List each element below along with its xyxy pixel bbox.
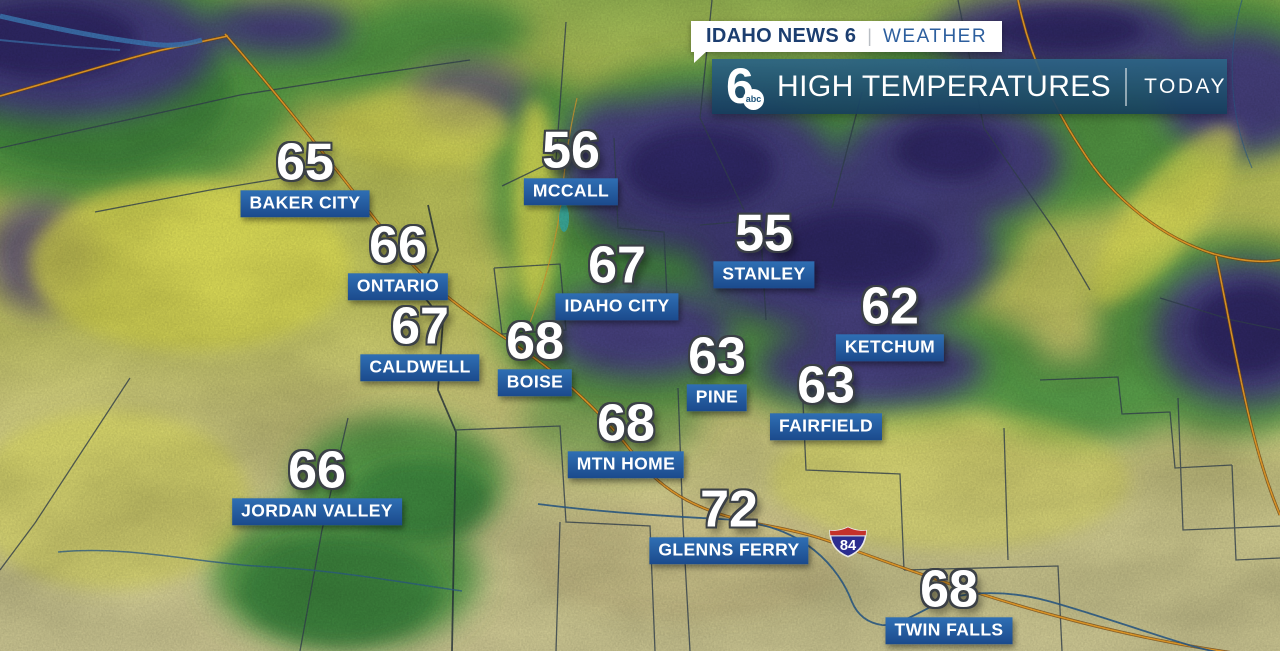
city-label: IDAHO CITY <box>555 293 679 321</box>
temperature-value: 68 <box>920 560 978 619</box>
station-baker-city: 65 BAKER CITY <box>240 133 370 218</box>
temperature-value: 67 <box>588 236 646 295</box>
station-glenns-ferry: 72 GLENNS FERRY <box>649 480 809 565</box>
temperature-value: 72 <box>700 480 758 539</box>
temperature-value: 67 <box>391 297 449 356</box>
station-ketchum: 62 KETCHUM <box>835 277 945 362</box>
station-stanley: 55 STANLEY <box>713 204 815 289</box>
station-mccall: 56 MCCALL <box>523 121 619 206</box>
temperature-value: 56 <box>542 121 600 180</box>
city-label: JORDAN VALLEY <box>232 498 402 526</box>
station-jordan-valley: 66 JORDAN VALLEY <box>232 441 402 526</box>
station-bug: IDAHO NEWS 6 | WEATHER <box>691 21 1003 63</box>
bug-divider: | <box>867 26 872 46</box>
temperature-value: 66 <box>288 441 346 500</box>
temperature-value: 62 <box>861 277 919 336</box>
temperature-value: 63 <box>797 356 855 415</box>
city-label: MTN HOME <box>567 451 685 479</box>
city-label: BOISE <box>497 369 573 397</box>
temperature-value: 63 <box>688 327 746 386</box>
headline-title: HIGH TEMPERATURES <box>777 69 1112 103</box>
city-label: KETCHUM <box>835 334 945 362</box>
temperature-value: 55 <box>735 204 793 263</box>
city-label: MCCALL <box>523 178 619 206</box>
temperature-value: 68 <box>597 394 655 453</box>
station-boise: 68 BOISE <box>497 312 573 397</box>
station-fairfield: 63 FAIRFIELD <box>769 356 883 441</box>
temperature-value: 68 <box>506 312 564 371</box>
abc-6-logo-icon: 6 abc <box>726 61 765 112</box>
station-twin-falls: 68 TWIN FALLS <box>885 560 1013 645</box>
abc-network-icon: abc <box>743 88 765 110</box>
city-label: BAKER CITY <box>240 190 370 218</box>
temperature-value: 65 <box>276 133 334 192</box>
temperature-value: 66 <box>369 216 427 275</box>
city-label: FAIRFIELD <box>769 413 883 441</box>
headline-timeframe: TODAY <box>1144 74 1227 98</box>
section-label: WEATHER <box>882 25 988 47</box>
shield-route-number: 84 <box>840 538 857 554</box>
interstate-84-shield-icon: 84 <box>828 525 868 564</box>
city-label: PINE <box>686 384 748 412</box>
city-label: ONTARIO <box>347 273 449 301</box>
station-caldwell: 67 CALDWELL <box>360 297 480 382</box>
city-label: STANLEY <box>713 261 815 289</box>
station-idaho-city: 67 IDAHO CITY <box>555 236 679 321</box>
station-pine: 63 PINE <box>686 327 748 412</box>
city-label: CALDWELL <box>360 354 480 382</box>
station-mtn-home: 68 MTN HOME <box>567 394 685 479</box>
banner-separator <box>1125 67 1128 106</box>
headline-banner: 6 abc HIGH TEMPERATURES TODAY <box>712 59 1227 114</box>
city-label: GLENNS FERRY <box>649 537 809 565</box>
station-ontario: 66 ONTARIO <box>347 216 449 301</box>
city-label: TWIN FALLS <box>885 617 1013 645</box>
station-name: IDAHO NEWS 6 <box>706 25 857 47</box>
